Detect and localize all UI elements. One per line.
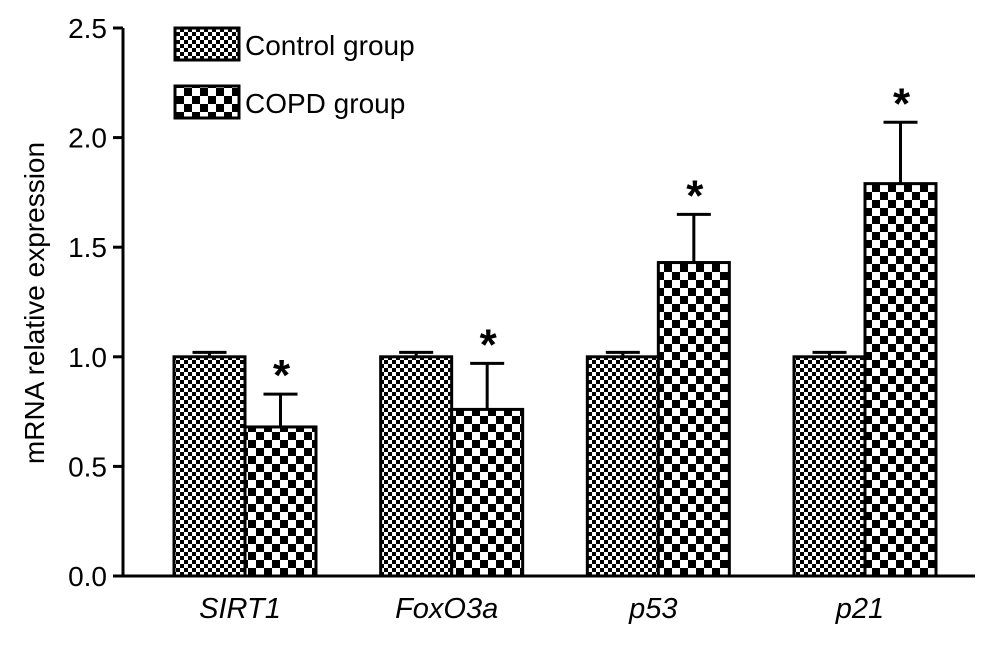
legend-swatch-copd	[173, 84, 241, 120]
bar-control-p53	[585, 355, 660, 578]
significance-marker: *	[273, 351, 291, 400]
y-tick-label: 0.0	[68, 561, 107, 592]
bar-control-sirt1	[172, 355, 247, 578]
x-tick-label: p21	[835, 593, 884, 625]
bar-copd-foxo3a	[450, 407, 525, 578]
legend-swatch-control	[173, 26, 241, 62]
x-tick-label: FoxO3a	[395, 593, 498, 625]
significance-marker: *	[686, 171, 704, 220]
legend-label-control: Control group	[245, 30, 415, 61]
axes: 0.0 0.5 1.0 1.5 2.0 2.5 SIRT1 FoxO3a p53 p21	[68, 13, 975, 625]
y-axis-label: mRNA relative expression	[19, 142, 50, 464]
legend-label-copd: COPD group	[245, 88, 405, 119]
y-tick-label: 2.5	[68, 13, 107, 44]
bars: * * * *	[172, 79, 938, 578]
x-tick-label: p53	[628, 593, 677, 625]
bar-copd-sirt1	[243, 425, 318, 578]
y-tick-label: 1.0	[68, 342, 107, 373]
y-tick-label: 0.5	[68, 451, 107, 482]
legend: Control group COPD group	[173, 26, 415, 120]
x-tick-label: SIRT1	[199, 593, 281, 625]
significance-marker: *	[893, 79, 911, 128]
y-tick-label: 1.5	[68, 232, 107, 263]
bar-copd-p21	[863, 182, 938, 578]
significance-marker: *	[480, 320, 498, 369]
bar-control-foxo3a	[379, 355, 454, 578]
y-tick-label: 2.0	[68, 123, 107, 154]
bar-control-p21	[792, 355, 867, 578]
bar-copd-p53	[656, 261, 731, 578]
